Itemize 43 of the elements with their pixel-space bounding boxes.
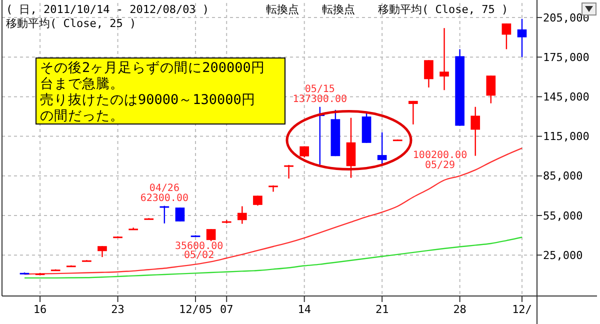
annotation: 04/26 62300.00 — [140, 182, 189, 204]
annotation: 移動平均( Close, 25 ) — [6, 17, 136, 30]
line-series — [24, 236, 523, 279]
y-tick-label: 85,000 — [543, 170, 583, 183]
annotation: 35600.00 05/02 — [174, 241, 224, 262]
x-tick-label: 23 — [111, 303, 124, 316]
candlestick — [175, 206, 185, 222]
y-tick-label: 25,000 — [543, 248, 583, 262]
annotation: 05/15 137300.00 — [292, 84, 347, 105]
candlestick — [237, 206, 247, 224]
candlestick — [206, 228, 216, 242]
x-tick-label: 28 — [453, 303, 466, 316]
annotation: 移動平均( Close, 75 ) — [378, 3, 508, 16]
chart-title: ( 日, 2011/10/14 - 2012/08/03 ) — [6, 3, 210, 16]
candlestick — [346, 117, 356, 178]
y-tick-label: 205,000 — [543, 11, 590, 24]
x-tick-label: 12/ — [512, 303, 532, 316]
candlestick — [268, 184, 278, 192]
x-tick-label: 21 — [375, 303, 389, 316]
y-tick-label: 115,000 — [543, 130, 590, 144]
candlestick — [470, 106, 480, 156]
candlestick — [160, 205, 170, 224]
candlestick — [284, 164, 294, 180]
x-tick-label: 14 — [298, 303, 312, 316]
candlestick — [98, 246, 107, 258]
annotation: 転換点 — [322, 3, 355, 16]
y-tick-label: 145,000 — [543, 90, 590, 104]
annotation: 100200.00 05/29 — [412, 150, 468, 171]
candlestick — [486, 74, 496, 104]
candlestick — [377, 132, 387, 166]
x-tick-label: 12/05 — [178, 303, 212, 316]
candlestick — [502, 22, 512, 50]
x-tick-label: 07 — [220, 303, 234, 316]
y-tick-label: 55,000 — [543, 209, 583, 222]
candlestick — [517, 18, 527, 58]
candlestick — [440, 27, 449, 91]
candlestick — [424, 60, 434, 88]
annotation: 転換点 — [266, 3, 299, 16]
x-tick-label: 16 — [33, 303, 47, 316]
y-tick-label: 175,000 — [543, 50, 590, 64]
annotation: その後2ヶ月足らずの間に200000円台まで急騰。売り抜けたのは90000～130000円の間だった。 — [40, 60, 265, 124]
candlestick — [408, 100, 418, 126]
candlestick — [253, 195, 262, 206]
